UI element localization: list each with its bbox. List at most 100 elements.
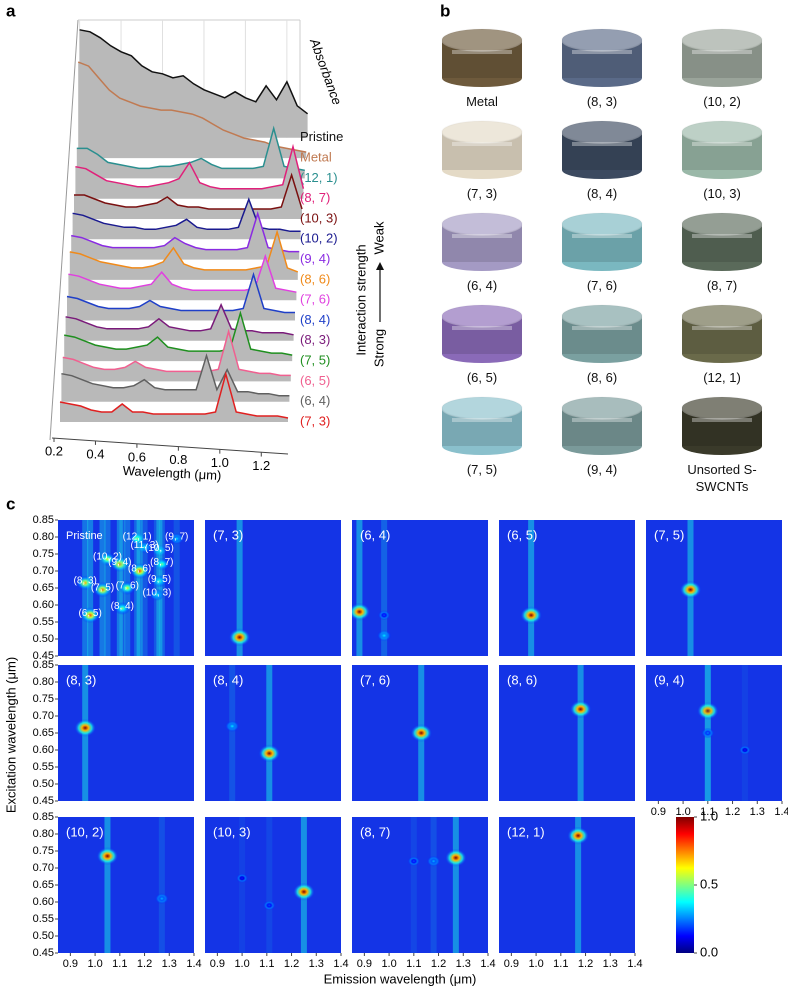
heatmap <box>205 520 341 656</box>
vial-highlight <box>572 142 632 146</box>
sample-label: (6, 5) <box>466 370 498 385</box>
heatmap <box>205 665 341 801</box>
peak <box>569 700 592 719</box>
peak <box>80 607 100 624</box>
vial <box>681 212 763 271</box>
peak-label: (9, 7) <box>165 531 188 542</box>
spectrum-line <box>71 211 300 253</box>
legend-label: (8, 6) <box>300 271 330 286</box>
peak-label: (9, 5) <box>148 574 171 585</box>
peak <box>225 720 240 732</box>
peak <box>76 575 95 591</box>
spectrum-line <box>59 371 289 419</box>
map-title: (6, 4) <box>360 527 390 542</box>
vial-top <box>442 29 522 51</box>
vial-highlight <box>452 142 512 146</box>
x-tick-label: 0.2 <box>45 443 63 458</box>
y-tick-label: 0.80 <box>33 531 54 543</box>
ribbon <box>69 231 298 280</box>
vial-top <box>562 397 642 419</box>
heatmap-background <box>352 817 488 953</box>
legend-label: (8, 4) <box>300 312 330 327</box>
spectrum-line <box>74 172 303 210</box>
peak <box>410 724 433 742</box>
vial <box>441 120 523 179</box>
emission-stripe <box>430 817 437 953</box>
x-tick-label: 1.1 <box>700 806 715 818</box>
vial-highlight <box>692 326 752 330</box>
emission-stripe <box>575 817 582 953</box>
heatmap-background <box>499 817 635 953</box>
map-title: (7, 6) <box>360 672 390 687</box>
heatmap-background <box>646 520 782 656</box>
sample-label: (10, 2) <box>703 94 741 109</box>
x-tick-label: 1.0 <box>234 958 249 970</box>
vial <box>561 396 643 455</box>
map-title: (8, 7) <box>360 824 390 839</box>
spectrum-line <box>76 125 305 172</box>
y-tick-label: 0.55 <box>33 913 54 925</box>
peak-label: (11, 3) <box>130 540 158 551</box>
peak <box>377 629 392 642</box>
sample-label: (8, 6) <box>586 370 618 385</box>
map-title: (6, 5) <box>507 527 537 542</box>
emission-stripe <box>239 817 246 953</box>
vial-highlight <box>572 50 632 54</box>
vial-top <box>682 305 762 327</box>
vial <box>681 396 763 455</box>
x-tick-label: 0.9 <box>63 958 78 970</box>
peak <box>149 588 165 601</box>
vial-top <box>682 397 762 419</box>
heatmap <box>646 665 782 801</box>
strong-label: Strong <box>371 329 386 367</box>
legend-label: Metal <box>300 150 332 165</box>
peak-label: (8, 6) <box>128 564 151 575</box>
sample-label: (10, 3) <box>703 186 741 201</box>
x-axis-label: Wavelength (μm) <box>122 463 221 483</box>
peak <box>520 606 543 625</box>
peak-label: (8, 4) <box>111 601 134 612</box>
peak-label: (8, 7) <box>150 557 173 568</box>
y-tick-label: 0.50 <box>33 633 54 645</box>
vial-top <box>682 213 762 235</box>
vial <box>441 212 523 271</box>
frame-line <box>49 19 79 441</box>
heatmap-background <box>352 520 488 656</box>
vial-rim <box>561 304 643 328</box>
vial-highlight <box>692 50 752 54</box>
peak <box>93 581 113 598</box>
peak-label: (12, 1) <box>123 531 152 542</box>
vial-rim <box>681 304 763 328</box>
x-tick-label: 1.2 <box>252 458 270 473</box>
ribbon <box>74 175 302 219</box>
peak <box>696 701 719 720</box>
sample-label: (7, 3) <box>466 186 498 201</box>
emission-stripe <box>156 520 163 656</box>
map-title: (10, 2) <box>66 824 104 839</box>
sample-label: (8, 3) <box>586 94 618 109</box>
vial-top <box>682 121 762 143</box>
x-tick-label: 1.4 <box>627 958 642 970</box>
x-tick-label: 1.4 <box>186 958 201 970</box>
legend-label: (8, 7) <box>300 190 330 205</box>
map-title: (8, 6) <box>507 672 537 687</box>
peak <box>155 893 169 905</box>
sample-label: Unsorted S-SWCNTs <box>687 462 757 494</box>
emission-stripe <box>136 520 143 656</box>
panel-letter: c <box>6 494 15 513</box>
y-tick-label: 0.75 <box>33 693 54 705</box>
x-tick-label: 1.4 <box>333 958 348 970</box>
heatmap-background <box>499 665 635 801</box>
vial-rim <box>681 28 763 52</box>
heatmap <box>58 665 194 801</box>
legend-label: (10, 3) <box>300 210 338 225</box>
y-tick-label: 0.85 <box>33 659 54 671</box>
spectrum-line <box>64 310 293 356</box>
vial-top <box>442 305 522 327</box>
emission-stripe <box>577 665 584 801</box>
sample-label: (12, 1) <box>703 370 741 385</box>
x-tick-label: 0.9 <box>504 958 519 970</box>
legend-label: (6, 4) <box>300 393 330 408</box>
vial <box>561 28 643 87</box>
vial <box>561 212 643 271</box>
